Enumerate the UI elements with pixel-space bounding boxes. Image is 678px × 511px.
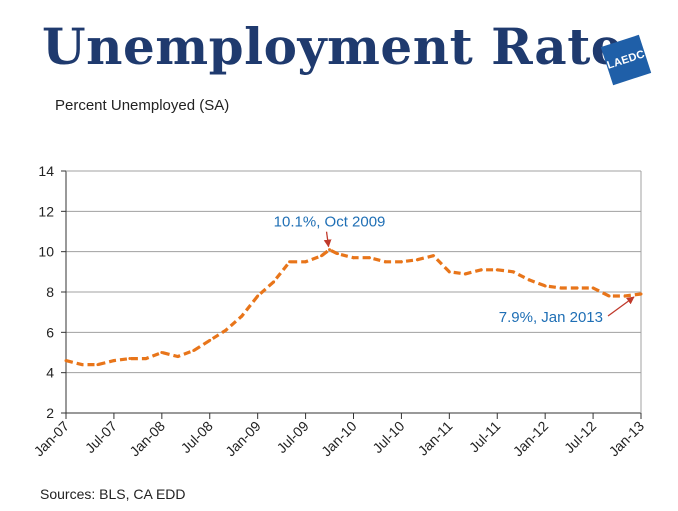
data-point <box>367 256 371 260</box>
data-point <box>96 363 100 367</box>
data-point <box>128 357 132 361</box>
data-point <box>607 294 611 298</box>
data-point <box>288 260 292 264</box>
data-point <box>399 260 403 264</box>
annotation-peak-arrow <box>323 231 332 248</box>
data-point <box>591 286 595 290</box>
x-tick-label: Jan-10 <box>318 418 360 460</box>
data-point <box>192 348 196 352</box>
y-tick-label: 14 <box>38 163 54 179</box>
data-point <box>495 268 499 272</box>
data-point <box>543 284 547 288</box>
x-tick-label: Jan-13 <box>606 418 648 460</box>
data-point <box>320 254 324 258</box>
annotation-peak-label: 10.1%, Oct 2009 <box>274 214 386 231</box>
slide-title: Unemployment Rate <box>42 17 624 76</box>
unemployment-series-line <box>65 248 642 367</box>
y-tick-label: 12 <box>38 203 54 219</box>
annotation-latest-label: 7.9%, Jan 2013 <box>499 309 603 326</box>
data-point <box>447 270 451 274</box>
series-layer <box>64 248 643 367</box>
data-point <box>575 286 579 290</box>
x-tick-label: Jan-07 <box>31 418 73 460</box>
data-point <box>176 355 180 359</box>
x-tick-label: Jan-12 <box>510 418 552 460</box>
y-tick-label: 4 <box>46 365 54 381</box>
data-point <box>64 359 68 363</box>
y-tick-label: 10 <box>38 244 54 260</box>
y-tick-label: 6 <box>46 324 54 340</box>
data-point <box>383 260 387 264</box>
data-point <box>224 328 228 332</box>
annotation-latest-arrow <box>607 296 635 317</box>
data-point <box>80 363 84 367</box>
data-point <box>112 359 116 363</box>
data-point <box>160 351 164 354</box>
x-tick-label: Jul-09 <box>273 418 311 456</box>
x-tick-label: Jul-12 <box>561 418 599 456</box>
data-point <box>208 338 212 342</box>
x-tick-label: Jan-11 <box>415 418 456 459</box>
y-tick-label: 2 <box>46 405 54 421</box>
data-point <box>240 314 244 318</box>
annotations-layer: 10.1%, Oct 2009 7.9%, Jan 2013 <box>274 214 635 326</box>
sources-note: Sources: BLS, CA EDD <box>40 486 186 502</box>
y-tick-label: 8 <box>46 284 54 300</box>
data-point <box>511 270 515 274</box>
data-point <box>527 278 531 282</box>
data-point <box>431 254 435 258</box>
gridlines <box>66 170 641 374</box>
x-axis-ticks: Jan-07 Jul-07 Jan-08 Jul-08 Jan-09 Jul-09 Jan-… <box>31 413 648 460</box>
data-point <box>304 260 308 264</box>
x-tick-label: Jan-08 <box>126 418 168 460</box>
data-point <box>256 294 260 298</box>
data-point <box>479 268 483 272</box>
chart-subtitle: Percent Unemployed (SA) <box>55 97 230 114</box>
data-point <box>415 258 419 262</box>
data-point <box>144 357 148 361</box>
data-point <box>559 286 563 290</box>
data-point <box>463 272 467 276</box>
x-tick-label: Jul-10 <box>369 418 407 456</box>
data-point <box>272 280 276 284</box>
x-tick-label: Jul-11 <box>466 418 504 456</box>
x-tick-label: Jul-07 <box>82 418 120 456</box>
data-point <box>639 292 643 296</box>
data-point <box>352 256 355 260</box>
data-point <box>336 252 340 256</box>
x-tick-label: Jan-09 <box>222 418 264 460</box>
x-tick-label: Jul-08 <box>178 418 216 456</box>
data-point <box>328 248 332 252</box>
data-point <box>623 294 627 298</box>
y-axis-ticks: 2 4 6 8 10 12 14 <box>38 163 66 421</box>
